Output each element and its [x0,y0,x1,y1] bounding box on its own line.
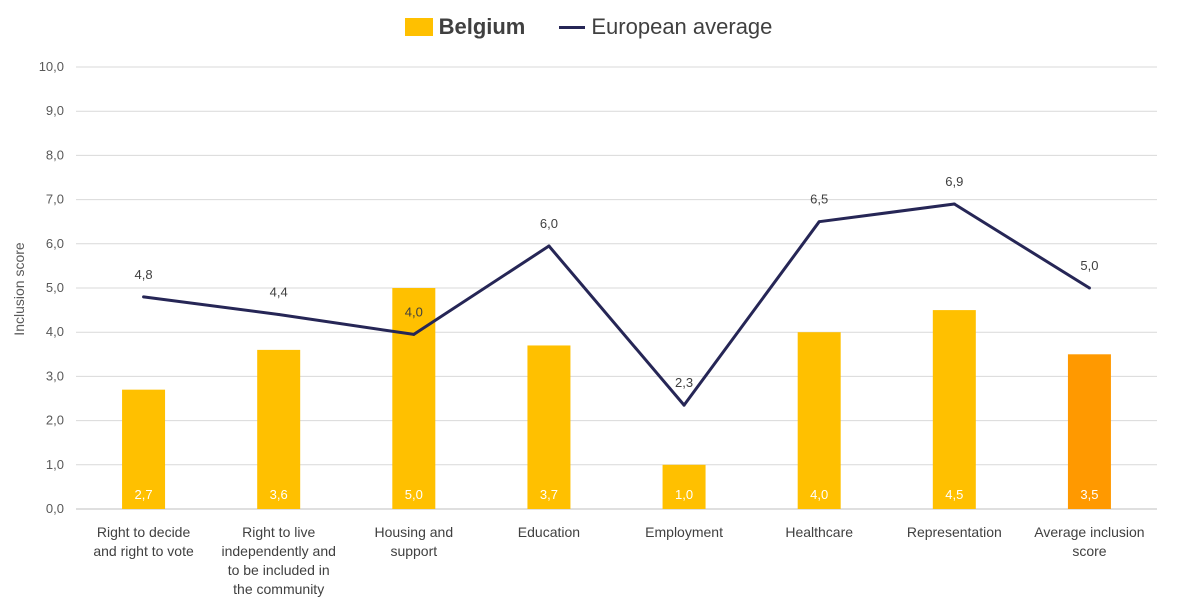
x-category-label-line: the community [233,581,324,597]
x-category-label-line: support [390,543,437,559]
bar-data-label: 4,0 [810,487,828,502]
x-category-label: Healthcare [785,524,853,540]
x-category-label: Right to decide and right to vote [93,524,194,559]
bar-data-labels: 2,7 3,6 5,0 3,7 1,0 4,0 4,5 3,5 [135,487,1099,502]
bar-belgium [257,349,301,509]
legend-item-belgium: Belgium [404,14,526,40]
line-point [412,332,416,336]
x-category-label: Education [518,524,580,540]
y-tick-label: 3,0 [46,368,64,383]
line-point [547,244,551,248]
x-category-label: Employment [645,524,723,540]
line-point [682,403,686,407]
line-point [817,220,821,224]
bar-belgium [797,332,841,509]
y-tick-label: 6,0 [46,236,64,251]
line-point [1087,286,1091,290]
line-data-label: 4,8 [135,267,153,282]
y-tick-label: 4,0 [46,324,64,339]
line-data-label: 6,5 [810,192,828,207]
bar-data-label: 1,0 [675,487,693,502]
legend-swatch-belgium [404,18,433,36]
x-category-label: Representation [907,524,1002,540]
bar-belgium [662,464,706,509]
y-tick-label: 5,0 [46,280,64,295]
y-tick-label: 2,0 [46,413,64,428]
bar-data-label: 3,7 [540,487,558,502]
legend-label-belgium: Belgium [438,14,526,39]
y-axis-label: Inclusion score [11,242,27,336]
y-tick-label: 8,0 [46,147,64,162]
y-tick-label: 1,0 [46,457,64,472]
y-tick-label: 10,0 [39,59,64,74]
line-data-label: 6,0 [540,216,558,231]
bar-belgium [392,288,436,509]
line-data-label: 2,3 [675,375,693,390]
line-data-labels: 4,8 4,4 4,0 6,0 2,3 6,5 6,9 5,0 [135,174,1099,390]
legend-item-european-average: European average [559,14,772,40]
bar-belgium [122,389,166,509]
legend-swatch-european-average [559,25,586,29]
x-category-label-line: Representation [907,524,1002,540]
line-data-label: 6,9 [945,174,963,189]
grid-lines [76,66,1157,510]
x-category-label: Housing and support [375,524,454,559]
bar-series-belgium [122,288,1111,509]
line-point [277,313,281,317]
x-category-label-line: Right to live [242,524,315,540]
bar-data-label: 3,6 [270,487,288,502]
x-category-label-line: Right to decide [97,524,191,540]
x-category-label-line: and right to vote [93,543,194,559]
line-data-label: 4,0 [405,304,423,319]
line-series-european-average [142,202,1091,407]
y-tick-label: 0,0 [46,501,64,516]
line-data-label: 5,0 [1080,258,1098,273]
bar-data-label: 4,5 [945,487,963,502]
legend-label-european-average: European average [591,14,773,39]
x-category-label-line: score [1072,543,1106,559]
bar-data-label: 2,7 [135,487,153,502]
x-category-label-line: Education [518,524,580,540]
y-tick-label: 7,0 [46,192,64,207]
x-category-label-line: independently and [221,543,335,559]
bar-data-label: 3,5 [1080,487,1098,502]
line-point [952,202,956,206]
bar-belgium [1067,354,1111,509]
bar-belgium [932,310,976,509]
x-category-label-line: Employment [645,524,723,540]
x-category-label-line: Housing and [375,524,454,540]
x-category-label-line: Healthcare [785,524,853,540]
line-point [142,295,146,299]
x-category-label: Average inclusion score [1034,524,1144,559]
x-category-label: Right to live independently and to be incl… [221,524,335,597]
y-axis-ticks: 0,0 1,0 2,0 3,0 4,0 5,0 6,0 7,0 8,0 9,0 10,0 [39,59,64,516]
y-tick-label: 9,0 [46,103,64,118]
chart-legend: Belgium European average [0,14,1177,40]
line-path-european-average [143,202,1091,407]
bar-belgium [527,345,571,509]
x-category-label-line: to be included in [228,562,330,578]
x-category-label-line: Average inclusion [1034,524,1144,540]
line-data-label: 4,4 [270,285,288,300]
bar-data-label: 5,0 [405,487,423,502]
